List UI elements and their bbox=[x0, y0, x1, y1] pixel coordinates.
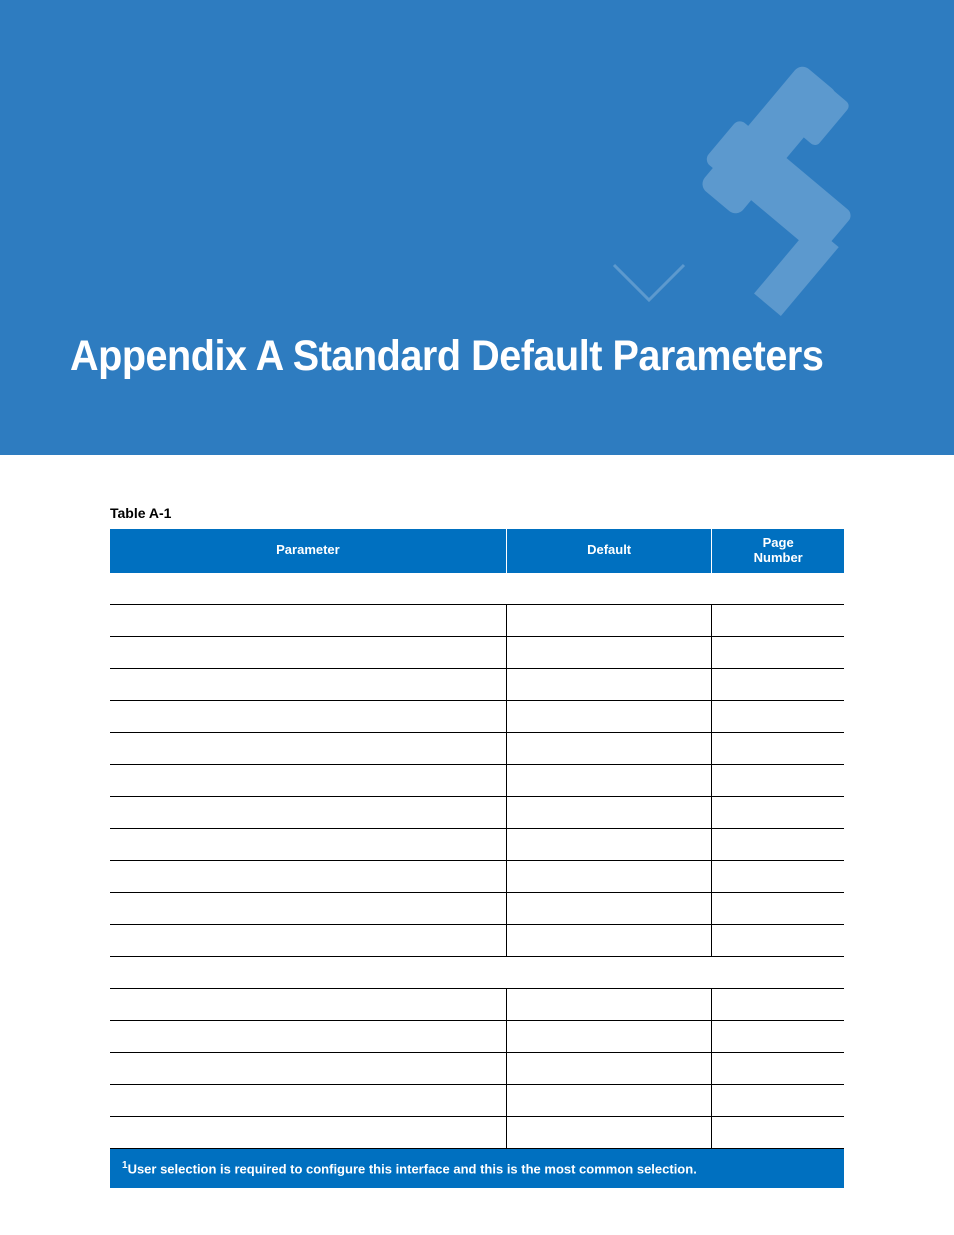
table-row bbox=[110, 1021, 844, 1053]
cell-default bbox=[506, 701, 712, 733]
cell-default bbox=[506, 797, 712, 829]
table-row bbox=[110, 637, 844, 669]
cell-page bbox=[712, 989, 844, 1021]
page-content: Table A-1 Parameter Default PageNumber 1… bbox=[0, 455, 954, 1188]
cell-parameter bbox=[110, 637, 506, 669]
table-row bbox=[110, 1085, 844, 1117]
cell-parameter bbox=[110, 925, 506, 957]
table-header: Parameter Default PageNumber bbox=[110, 529, 844, 573]
table-row bbox=[110, 669, 844, 701]
page-title: Appendix A Standard Default Parameters bbox=[70, 332, 823, 381]
cell-page bbox=[712, 669, 844, 701]
cell-page bbox=[712, 797, 844, 829]
table-body: 1User selection is required to configure… bbox=[110, 573, 844, 1188]
cell-default bbox=[506, 605, 712, 637]
cell-parameter bbox=[110, 1085, 506, 1117]
cell-parameter bbox=[110, 1117, 506, 1149]
cell-page bbox=[712, 1053, 844, 1085]
cell-page bbox=[712, 1085, 844, 1117]
section-cell bbox=[110, 957, 844, 989]
cell-default bbox=[506, 637, 712, 669]
table-row bbox=[110, 573, 844, 605]
table-row bbox=[110, 701, 844, 733]
page-banner: Appendix A Standard Default Parameters bbox=[0, 0, 954, 455]
cell-default bbox=[506, 765, 712, 797]
cell-default bbox=[506, 733, 712, 765]
table-row bbox=[110, 861, 844, 893]
cell-page bbox=[712, 1117, 844, 1149]
cell-default bbox=[506, 925, 712, 957]
cell-parameter bbox=[110, 669, 506, 701]
cell-page bbox=[712, 765, 844, 797]
table-row bbox=[110, 957, 844, 989]
table-label: Table A-1 bbox=[110, 505, 844, 521]
parameters-table: Parameter Default PageNumber 1User selec… bbox=[110, 529, 844, 1188]
cell-default bbox=[506, 1053, 712, 1085]
col-parameter: Parameter bbox=[110, 529, 506, 573]
cell-parameter bbox=[110, 989, 506, 1021]
cell-default bbox=[506, 829, 712, 861]
cell-page bbox=[712, 637, 844, 669]
cell-parameter bbox=[110, 733, 506, 765]
cell-default bbox=[506, 989, 712, 1021]
table-row bbox=[110, 893, 844, 925]
table-row bbox=[110, 605, 844, 637]
cell-parameter bbox=[110, 861, 506, 893]
cell-page bbox=[712, 733, 844, 765]
table-row bbox=[110, 733, 844, 765]
cell-parameter bbox=[110, 1021, 506, 1053]
cell-page bbox=[712, 829, 844, 861]
table-row bbox=[110, 765, 844, 797]
cell-default bbox=[506, 1117, 712, 1149]
banner-graphic bbox=[594, 40, 914, 360]
table-row bbox=[110, 1117, 844, 1149]
cell-parameter bbox=[110, 701, 506, 733]
cell-default bbox=[506, 669, 712, 701]
cell-parameter bbox=[110, 829, 506, 861]
cell-page bbox=[712, 861, 844, 893]
cell-default bbox=[506, 1021, 712, 1053]
cell-default bbox=[506, 893, 712, 925]
col-default: Default bbox=[506, 529, 712, 573]
cell-page bbox=[712, 1021, 844, 1053]
cell-page bbox=[712, 893, 844, 925]
col-page-number: PageNumber bbox=[712, 529, 844, 573]
table-footnote: 1User selection is required to configure… bbox=[110, 1149, 844, 1188]
footnote-cell: 1User selection is required to configure… bbox=[110, 1149, 844, 1188]
cell-page bbox=[712, 701, 844, 733]
table-row bbox=[110, 829, 844, 861]
table-row bbox=[110, 989, 844, 1021]
table-row bbox=[110, 797, 844, 829]
table-row bbox=[110, 1053, 844, 1085]
section-cell bbox=[110, 573, 844, 605]
cell-default bbox=[506, 861, 712, 893]
cell-parameter bbox=[110, 797, 506, 829]
cell-parameter bbox=[110, 765, 506, 797]
cell-parameter bbox=[110, 605, 506, 637]
cell-default bbox=[506, 1085, 712, 1117]
table-row bbox=[110, 925, 844, 957]
cell-parameter bbox=[110, 893, 506, 925]
cell-parameter bbox=[110, 1053, 506, 1085]
cell-page bbox=[712, 605, 844, 637]
cell-page bbox=[712, 925, 844, 957]
